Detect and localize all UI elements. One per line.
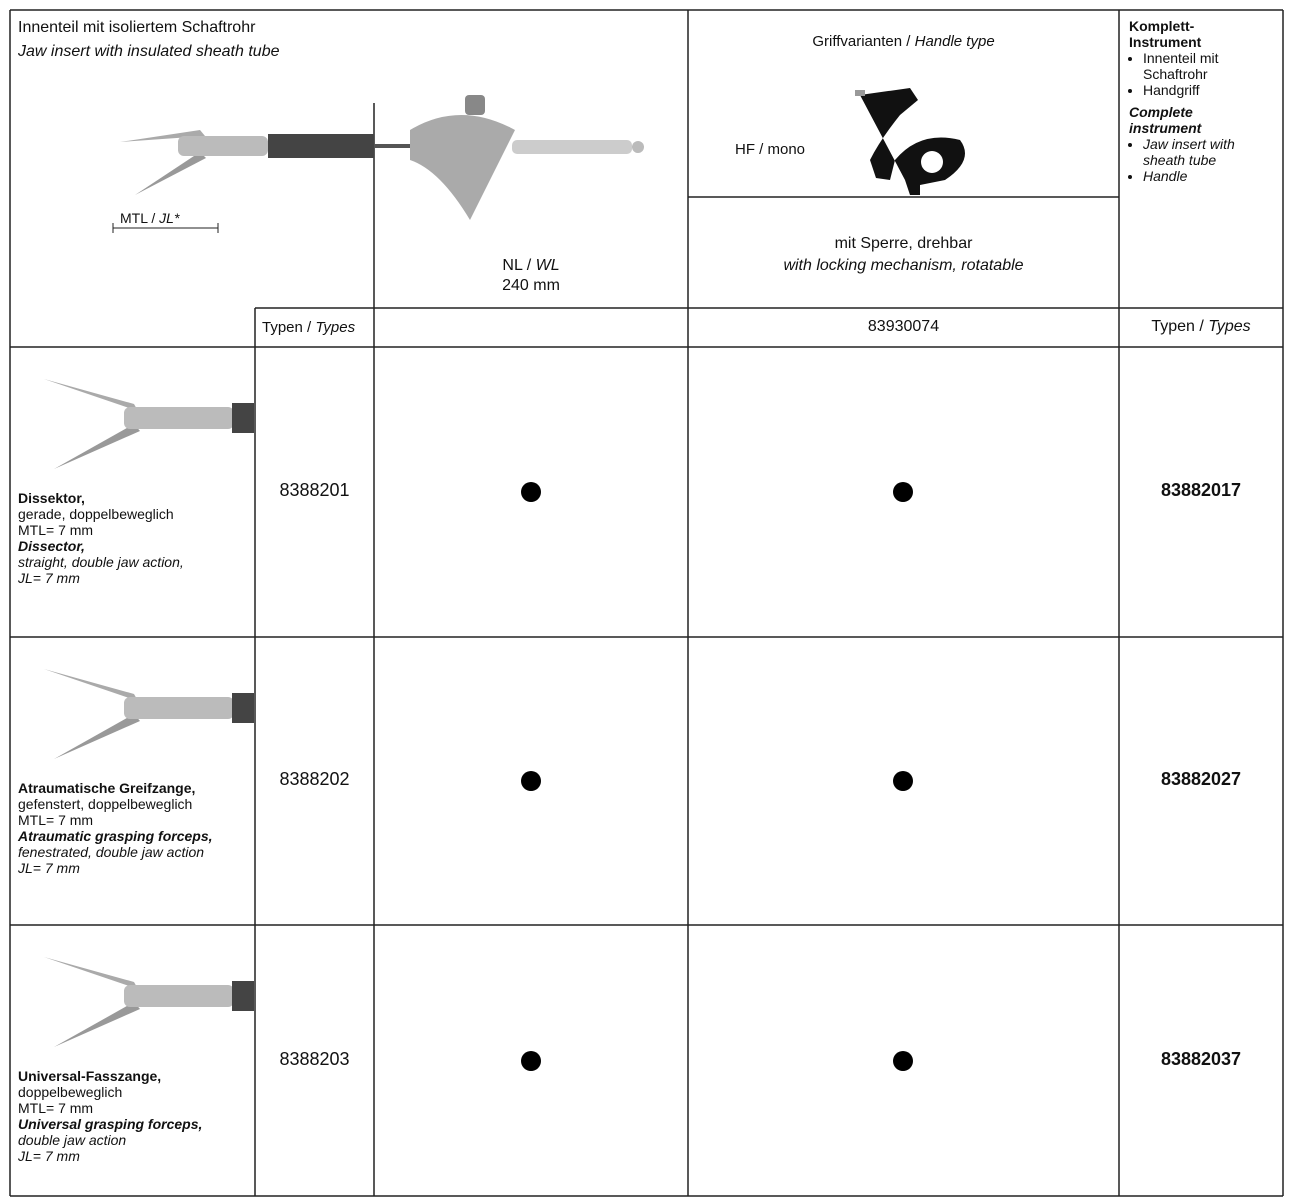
handle-type: 83930074 [867, 318, 940, 335]
working-length-de: NL / [502, 257, 532, 274]
handle-title-en: Handle type [914, 33, 995, 50]
availability [893, 771, 913, 791]
dot [521, 771, 541, 791]
dot [893, 1050, 913, 1071]
complete-items-en: Jaw insert with sheath tubeHandle [1129, 136, 1263, 184]
row-description: Universal-Fasszange, doppelbeweglich MTL= … [18, 1068, 253, 1164]
sheath [232, 981, 254, 1011]
jaw-length-label: MTL / JL* [120, 210, 179, 226]
line-de: doppelbeweglich [18, 1084, 123, 1100]
line-en: straight, double jaw action, [18, 554, 184, 570]
name-en: Universal grasping forceps, [18, 1116, 203, 1132]
row-type: 8388203 [279, 1048, 350, 1069]
complete-item: Handgriff [1143, 82, 1279, 98]
handle-feature-de: mit Sperre, drehbar [834, 235, 973, 252]
types-label: Typen / Types [262, 318, 355, 337]
jaw-lower [54, 424, 140, 469]
availability [893, 1050, 913, 1071]
handle-illustration [855, 88, 965, 195]
instrument-image [44, 379, 254, 469]
line-en: JL= 7 mm [18, 570, 80, 586]
handle-title-de: Griffvarianten / [812, 33, 911, 50]
complete-instrument: Komplett-Instrument Innenteil mit Schaft… [1129, 18, 1279, 184]
jaw-upper [44, 957, 138, 989]
row-description: Atraumatische Greifzange, gefenstert, dop… [18, 780, 253, 876]
instrument-illustration [112, 95, 644, 233]
row-type: 8388201 [279, 480, 350, 500]
complete-type: 83882037 [1160, 1048, 1242, 1069]
dot [893, 771, 913, 791]
complete-item: Innenteil mit Schaftrohr [1143, 50, 1279, 82]
complete-title-en: Complete instrument [1129, 104, 1202, 136]
name-de: Atraumatische Greifzange, [18, 780, 196, 796]
line-en: double jaw action [18, 1132, 127, 1148]
types-en: Types [315, 319, 356, 336]
line-de: MTL= 7 mm [18, 522, 94, 538]
name-de: Dissektor, [18, 490, 85, 506]
dot [521, 1050, 541, 1071]
complete-title-de: Komplett-Instrument [1129, 18, 1202, 50]
instrument-image [44, 957, 254, 1047]
handle-variant: HF / mono [735, 141, 806, 158]
availability [893, 482, 913, 502]
availability [521, 771, 541, 791]
jaw-upper [44, 379, 138, 411]
availability [521, 482, 541, 502]
working-length-en: WL [535, 257, 560, 274]
line-de: MTL= 7 mm [18, 1100, 94, 1116]
availability [521, 1050, 541, 1071]
name-de: Universal-Fasszange, [18, 1068, 162, 1084]
jaw-lower [54, 714, 140, 759]
types-en: Types [1208, 318, 1251, 335]
line-de: gefenstert, doppelbeweglich [18, 796, 193, 812]
working-length: NL / WL 240 mm [374, 256, 688, 296]
row-type: 8388202 [279, 769, 350, 789]
name-en: Atraumatic grasping forceps, [18, 828, 213, 844]
types-de: Typen / [262, 319, 312, 336]
shaft [124, 985, 234, 1007]
header-jaw-insert-de: Innenteil mit isoliertem Schaftrohr [18, 19, 256, 36]
jaw-upper [44, 669, 138, 701]
complete-item: Jaw insert with sheath tube [1143, 136, 1263, 168]
handle-feature: mit Sperre, drehbar with locking mechani… [688, 234, 1119, 276]
row-description: Dissektor, gerade, doppelbeweglich MTL= 7 … [18, 490, 253, 586]
sheath [232, 693, 254, 723]
handle-feature-en: with locking mechanism, rotatable [783, 257, 1024, 274]
dot [521, 482, 541, 502]
complete-type: 83882027 [1160, 769, 1242, 789]
line-en: fenestrated, double jaw action [18, 844, 205, 860]
line-de: gerade, doppelbeweglich [18, 506, 174, 522]
jaw-length-de: MTL / [120, 210, 156, 226]
header-jaw-insert-en: Jaw insert with insulated sheath tube [18, 43, 280, 60]
shaft [124, 407, 234, 429]
complete-items-de: Innenteil mit SchaftrohrHandgriff [1129, 50, 1279, 98]
working-length-value: 240 mm [502, 277, 560, 294]
line-en: JL= 7 mm [18, 1148, 80, 1164]
instrument-image [44, 669, 254, 759]
complete-type: 83882017 [1160, 480, 1242, 500]
dot [893, 482, 913, 502]
jaw-length-en: JL* [159, 210, 180, 226]
handle-title: Griffvarianten / Handle type [688, 32, 1119, 51]
complete-item: Handle [1143, 168, 1263, 184]
working-length-label: NL / WL [374, 256, 688, 276]
name-en: Dissector, [18, 538, 85, 554]
jaw-lower [54, 1002, 140, 1047]
sheath [232, 403, 254, 433]
complete-types-label: Typen / Types [1119, 317, 1283, 337]
types-de: Typen / [1151, 318, 1204, 335]
line-de: MTL= 7 mm [18, 812, 94, 828]
shaft [124, 697, 234, 719]
line-en: JL= 7 mm [18, 860, 80, 876]
